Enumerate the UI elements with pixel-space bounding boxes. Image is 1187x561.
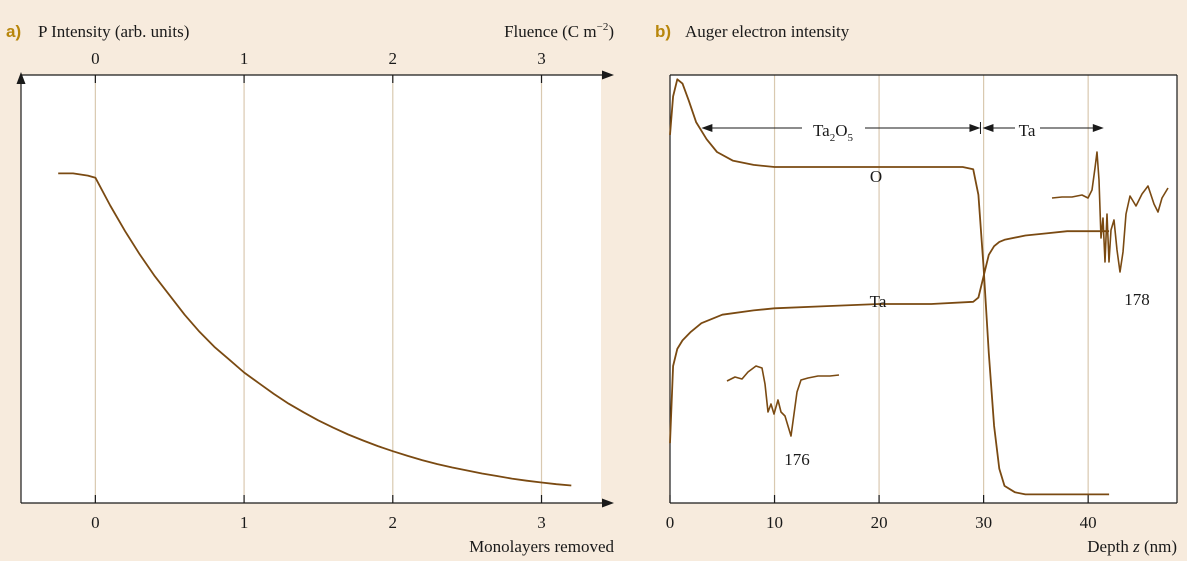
panel-a-top-axis-arrow — [602, 70, 614, 80]
peak-label-176: 176 — [784, 450, 810, 469]
panel-a-plot-area — [21, 75, 601, 503]
panel-b-xlabel-pre: Depth — [1087, 537, 1133, 556]
panel-b-xtick-label: 40 — [1080, 513, 1097, 532]
panel-a-grid — [94, 75, 543, 503]
oxide-sub1: 2 — [830, 132, 836, 144]
panel-b-ylabel: Auger electron intensity — [685, 22, 850, 41]
panel-b-xtick-label: 0 — [666, 513, 675, 532]
panel-a-top-axis-label: Fluence (C m−2) — [504, 21, 614, 41]
panel-a-ticks: 0 1 2 3 0 1 2 3 — [91, 49, 546, 532]
panel-b-xtick-label: 30 — [975, 513, 992, 532]
metal-arrow-head-left — [982, 124, 994, 132]
panel-b-plot-area — [670, 75, 1177, 503]
panel-b-xtick-label: 20 — [871, 513, 888, 532]
curve-label-ta: Ta — [870, 292, 887, 311]
metal-arrow-head-right — [1092, 124, 1104, 132]
panel-a-top-axis-label-close: ) — [608, 22, 614, 41]
panel-b-series — [669, 78, 1110, 496]
oxide-arrow-head-left — [701, 124, 713, 132]
panel-a-left-axis-arrow — [16, 72, 26, 84]
panel-a-series-line — [58, 172, 572, 487]
panel-b: 0 10 20 30 40 Ta2O5 Ta O Ta 176 178 b) Auger… — [655, 22, 1178, 556]
curve-label-o: O — [870, 167, 882, 186]
inset-spectrum-176 — [726, 365, 840, 437]
inset-spectrum-178 — [1051, 151, 1169, 273]
panel-b-xtick-label: 10 — [766, 513, 783, 532]
panel-a-xtick-label: 0 — [91, 513, 100, 532]
panel-a-top-axis-label-sup: −2 — [597, 21, 609, 33]
panel-a-ylabel: P Intensity (arb. units) — [38, 22, 189, 41]
panel-b-ticks: 0 10 20 30 40 — [666, 495, 1097, 532]
panel-a: 0 1 2 3 0 1 2 3 a) P Intensity (arb. units) Flu… — [6, 21, 614, 556]
panel-b-region-metal-label: Ta — [1019, 121, 1036, 140]
panel-a-bottom-axis-arrow — [602, 498, 614, 508]
panel-a-top-xtick-label: 3 — [537, 49, 546, 68]
panel-a-xlabel: Monolayers removed — [469, 537, 614, 556]
panel-a-top-axis-label-main: Fluence (C m — [504, 22, 597, 41]
oxide-sub2: 5 — [848, 132, 854, 144]
panel-a-top-xtick-label: 0 — [91, 49, 100, 68]
oxide-o: O — [835, 121, 847, 140]
panel-a-series — [58, 172, 572, 487]
panel-a-xtick-label: 3 — [537, 513, 546, 532]
oxide-ta: Ta — [813, 121, 830, 140]
panel-b-series-ta — [669, 230, 1110, 444]
panel-b-xlabel-post: (nm) — [1140, 537, 1177, 556]
panel-b-region-arrows — [701, 122, 1104, 134]
panel-b-letter: b) — [655, 22, 671, 41]
panel-a-xtick-label: 1 — [240, 513, 249, 532]
panel-a-top-xtick-label: 1 — [240, 49, 249, 68]
panel-b-series-o — [669, 78, 1110, 496]
panel-a-top-xtick-label: 2 — [389, 49, 398, 68]
panel-b-xlabel-var: z — [1132, 537, 1140, 556]
panel-b-insets — [726, 151, 1169, 437]
oxide-arrow-head-right — [969, 124, 981, 132]
panel-b-xlabel: Depth z (nm) — [1087, 537, 1177, 556]
panel-b-region-oxide-label: Ta2O5 — [813, 121, 854, 144]
panel-b-grid — [773, 75, 1089, 503]
panel-a-xtick-label: 2 — [389, 513, 398, 532]
peak-label-178: 178 — [1124, 290, 1150, 309]
panel-a-letter: a) — [6, 22, 21, 41]
